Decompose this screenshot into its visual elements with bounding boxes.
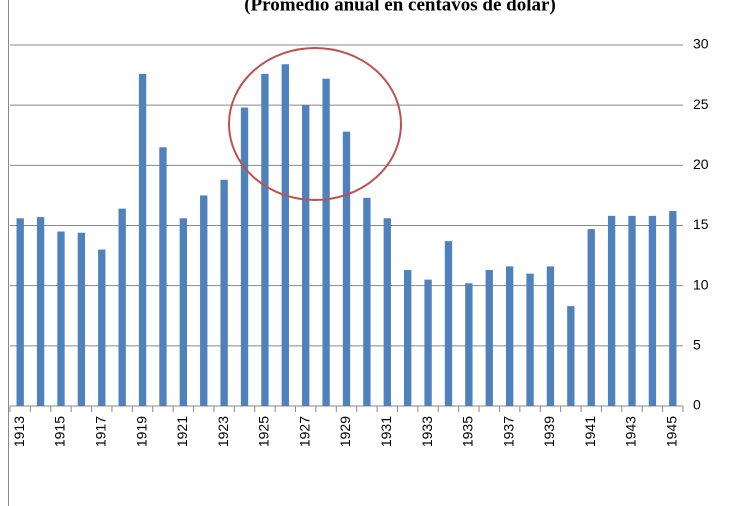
bar bbox=[363, 197, 371, 406]
x-tick-label: 1941 bbox=[582, 416, 598, 447]
x-tick-label: 1925 bbox=[256, 416, 272, 447]
x-tick-label: 1917 bbox=[92, 416, 108, 447]
y-tick-label: 5 bbox=[693, 337, 701, 353]
bar bbox=[77, 232, 86, 406]
x-tick-label: 1913 bbox=[11, 416, 27, 447]
y-tick-label: 25 bbox=[693, 96, 709, 112]
bar bbox=[383, 218, 391, 406]
chart-title: (Promedio anual en centavos de dólar) bbox=[244, 0, 556, 15]
bar bbox=[648, 215, 657, 406]
x-tick-label: 1931 bbox=[378, 416, 394, 447]
bar bbox=[220, 179, 228, 406]
bar bbox=[57, 231, 65, 406]
bar bbox=[526, 273, 534, 406]
bar bbox=[669, 211, 677, 406]
x-tick-label: 1915 bbox=[52, 416, 68, 447]
x-tick-label: 1929 bbox=[337, 416, 353, 447]
bar bbox=[16, 218, 24, 406]
x-tick-label: 1943 bbox=[623, 416, 639, 447]
bar bbox=[342, 131, 351, 406]
x-tick-label: 1939 bbox=[541, 416, 557, 447]
x-tick-label: 1937 bbox=[500, 416, 516, 447]
bar bbox=[138, 73, 147, 406]
bar bbox=[628, 215, 636, 406]
y-tick-label: 10 bbox=[693, 276, 709, 292]
bar bbox=[179, 218, 188, 406]
bar bbox=[485, 270, 493, 406]
bar bbox=[36, 217, 45, 406]
x-tick-label: 1919 bbox=[133, 416, 149, 447]
y-tick-label: 30 bbox=[693, 36, 709, 52]
bar bbox=[302, 105, 310, 407]
bar bbox=[159, 147, 167, 407]
bar bbox=[587, 229, 595, 406]
bar bbox=[322, 78, 330, 407]
y-tick-label: 0 bbox=[693, 397, 701, 413]
bar bbox=[567, 306, 575, 406]
x-tick-label: 1945 bbox=[664, 416, 680, 447]
y-tick-label: 15 bbox=[693, 216, 709, 232]
bar bbox=[465, 283, 473, 406]
bar bbox=[98, 249, 106, 406]
bar bbox=[505, 266, 514, 406]
bar bbox=[261, 73, 269, 406]
bar bbox=[118, 208, 126, 406]
bar bbox=[424, 279, 432, 406]
bar bbox=[404, 270, 412, 406]
bar bbox=[546, 266, 555, 406]
x-tick-label: 1927 bbox=[296, 416, 312, 447]
bar bbox=[281, 64, 289, 407]
highlight-circle bbox=[228, 47, 402, 201]
x-tick-label: 1933 bbox=[419, 416, 435, 447]
x-tick-label: 1935 bbox=[460, 416, 476, 447]
x-tick-label: 1921 bbox=[174, 416, 190, 447]
bar bbox=[200, 195, 208, 406]
bar bbox=[444, 241, 453, 406]
y-tick-label: 20 bbox=[693, 156, 709, 172]
x-tick-label: 1923 bbox=[215, 416, 231, 447]
bar bbox=[240, 107, 249, 406]
bar bbox=[607, 215, 616, 406]
